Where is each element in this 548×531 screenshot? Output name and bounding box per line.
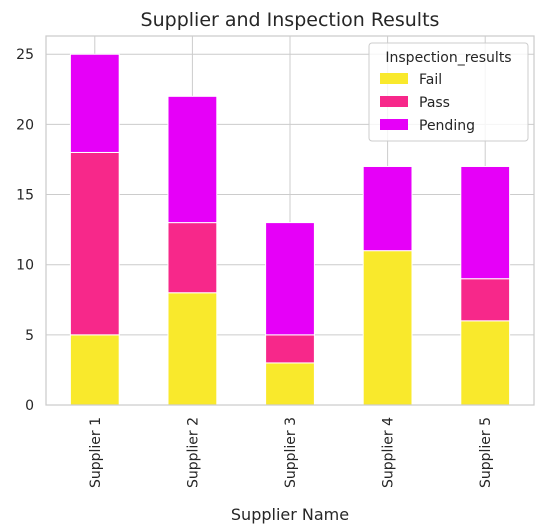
legend-swatch-pending — [380, 119, 408, 130]
x-tick-label: Supplier 3 — [283, 417, 299, 488]
x-tick-label: Supplier 4 — [381, 417, 397, 488]
x-tick-label: Supplier 2 — [185, 417, 201, 488]
legend-swatch-fail — [380, 73, 408, 84]
bar-fail-5 — [460, 320, 511, 406]
bar-pass-5 — [460, 278, 511, 322]
bar-pass-1 — [69, 151, 120, 336]
y-tick-label: 25 — [16, 47, 34, 63]
bar-pass-3 — [265, 334, 315, 364]
chart-title: Supplier and Inspection Results — [141, 9, 440, 31]
y-axis-ticks: 0 5 10 15 20 25 — [16, 47, 34, 414]
bar-pending-3 — [265, 222, 315, 336]
legend-items: Fail Pass Pending — [380, 72, 475, 134]
bar-fail-3 — [265, 362, 315, 406]
x-tick-label: Supplier 5 — [478, 417, 494, 488]
legend-label-pending: Pending — [419, 118, 475, 134]
bar-pending-2 — [167, 95, 218, 224]
legend-label-fail: Fail — [419, 72, 442, 88]
legend-title: Inspection_results — [385, 50, 511, 66]
legend-swatch-pass — [380, 96, 408, 107]
x-axis-ticks: Supplier 1 Supplier 2 Supplier 3 Supplier 4… — [88, 417, 494, 488]
legend-label-pass: Pass — [419, 95, 450, 111]
x-axis-label: Supplier Name — [231, 505, 349, 524]
y-tick-label: 10 — [16, 258, 34, 274]
bar-pending-5 — [460, 165, 511, 280]
y-tick-label: 5 — [25, 328, 34, 344]
bar-pending-1 — [69, 53, 120, 153]
x-tick-label: Supplier 1 — [88, 417, 104, 488]
bars-group — [69, 53, 511, 406]
legend: Inspection_results Fail Pass Pending — [368, 42, 529, 142]
bar-pending-4 — [362, 165, 413, 252]
y-tick-label: 0 — [25, 398, 34, 414]
bar-pass-2 — [167, 222, 218, 294]
plot-frame — [45, 35, 535, 406]
bar-fail-2 — [167, 292, 218, 406]
bar-fail-4 — [362, 250, 413, 406]
bar-fail-1 — [69, 334, 120, 406]
y-tick-label: 20 — [16, 117, 34, 133]
legend-box — [368, 42, 529, 142]
y-tick-label: 15 — [16, 188, 34, 204]
